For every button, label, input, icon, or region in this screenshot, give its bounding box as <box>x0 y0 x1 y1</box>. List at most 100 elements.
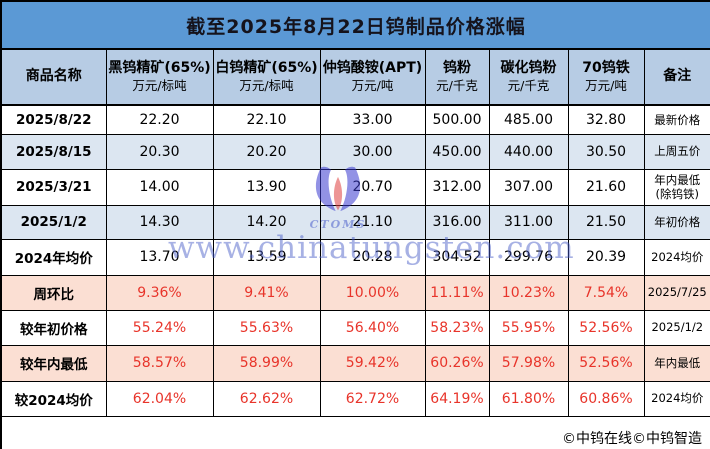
value-cell: 299.76 <box>488 238 569 276</box>
value-cell: 62.04% <box>105 380 214 417</box>
note-cell: 2024均价 <box>643 380 710 417</box>
table-row: 较年内最低 58.57% 58.99% 59.42% 60.26% 57.98%… <box>0 344 710 382</box>
value-cell: 316.00 <box>424 204 490 240</box>
copyright-text: ©中钨在线©中钨智造 <box>562 430 703 447</box>
table-row: 2025/1/2 14.30 14.20 21.10 316.00 311.00… <box>0 204 710 240</box>
value-cell: 30.00 <box>319 133 426 170</box>
note-cell: 年初价格 <box>643 204 710 240</box>
col-header-remark: 备注 <box>643 48 710 106</box>
note-cell: 最新价格 <box>643 104 710 135</box>
value-cell: 52.56% <box>567 344 645 382</box>
value-cell: 20.28 <box>319 238 426 276</box>
value-cell: 60.26% <box>424 344 490 382</box>
table-title: 截至2025年8月22日钨制品价格涨幅 <box>1 1 710 50</box>
value-cell: 58.23% <box>424 309 490 346</box>
value-cell: 500.00 <box>424 104 490 135</box>
note-cell: 年内最低 (除钨铁) <box>643 168 710 206</box>
copyright-cell: ©中钨在线©中钨智造 <box>1 415 710 449</box>
title-row: 截至2025年8月22日钨制品价格涨幅 <box>1 1 710 50</box>
note-cell: 2025/1/2 <box>643 309 710 346</box>
note-cell: 2024均价 <box>643 238 710 276</box>
value-cell: 21.50 <box>567 204 645 240</box>
value-cell: 56.40% <box>319 309 426 346</box>
value-cell: 32.80 <box>567 104 645 135</box>
row-label: 较2024均价 <box>0 380 107 417</box>
value-cell: 61.80% <box>488 380 569 417</box>
row-label: 2025/1/2 <box>0 204 107 240</box>
note-cell: 2025/7/25 <box>643 274 710 311</box>
row-label: 2025/8/15 <box>0 133 107 170</box>
value-cell: 11.11% <box>424 274 490 311</box>
row-label: 2025/3/21 <box>0 168 107 206</box>
footer-row: ©中钨在线©中钨智造 <box>1 415 710 449</box>
value-cell: 21.10 <box>319 204 426 240</box>
value-cell: 10.00% <box>319 274 426 311</box>
row-label: 2025/8/22 <box>0 104 107 135</box>
value-cell: 13.59 <box>212 238 321 276</box>
value-cell: 21.60 <box>567 168 645 206</box>
col-header-label: 商品名称 <box>25 68 82 85</box>
col-header-unit: 万元/吨 <box>585 77 627 93</box>
table-row: 2025/8/22 22.20 22.10 33.00 500.00 485.0… <box>0 104 710 135</box>
col-header-label: 钨粉 <box>443 60 471 77</box>
value-cell: 450.00 <box>424 133 490 170</box>
col-header-label: 仲钨酸铵(APT) <box>322 60 423 77</box>
value-cell: 59.42% <box>319 344 426 382</box>
header-row: 商品名称 黑钨精矿(65%) 万元/标吨 白钨精矿(65%) 万元/标吨 仲钨酸… <box>0 48 710 106</box>
row-label: 较年内最低 <box>0 344 107 382</box>
col-header-tungsten-carbide: 碳化钨粉 元/千克 <box>488 48 569 106</box>
value-cell: 485.00 <box>488 104 569 135</box>
table-row: 2025/8/15 20.30 20.20 30.00 450.00 440.0… <box>0 133 710 170</box>
col-header-black-tungsten: 黑钨精矿(65%) 万元/标吨 <box>105 48 214 106</box>
value-cell: 13.70 <box>105 238 214 276</box>
value-cell: 20.70 <box>319 168 426 206</box>
value-cell: 55.95% <box>488 309 569 346</box>
col-header-white-tungsten: 白钨精矿(65%) 万元/标吨 <box>212 48 321 106</box>
col-header-unit: 万元/吨 <box>351 77 394 93</box>
value-cell: 62.62% <box>212 380 321 417</box>
note-cell: 上周五价 <box>643 133 710 170</box>
value-cell: 58.57% <box>105 344 214 382</box>
row-label: 周环比 <box>0 274 107 311</box>
value-cell: 64.19% <box>424 380 490 417</box>
col-header-tungsten-powder: 钨粉 元/千克 <box>424 48 490 106</box>
value-cell: 55.24% <box>105 309 214 346</box>
value-cell: 33.00 <box>319 104 426 135</box>
value-cell: 9.36% <box>105 274 214 311</box>
value-cell: 9.41% <box>212 274 321 311</box>
value-cell: 7.54% <box>567 274 645 311</box>
value-cell: 13.90 <box>212 168 321 206</box>
table-row: 2025/3/21 14.00 13.90 20.70 312.00 307.0… <box>0 168 710 206</box>
value-cell: 14.00 <box>105 168 214 206</box>
value-cell: 20.20 <box>212 133 321 170</box>
col-header-unit: 元/千克 <box>436 77 478 93</box>
col-header-ferro-tungsten: 70钨铁 万元/吨 <box>567 48 645 106</box>
note-cell: 年内最低 <box>643 344 710 382</box>
value-cell: 14.30 <box>105 204 214 240</box>
value-cell: 58.99% <box>212 344 321 382</box>
col-header-unit: 万元/标吨 <box>239 77 294 93</box>
value-cell: 22.20 <box>105 104 214 135</box>
value-cell: 22.10 <box>212 104 321 135</box>
table-row: 较2024均价 62.04% 62.62% 62.72% 64.19% 61.8… <box>0 380 710 417</box>
value-cell: 311.00 <box>488 204 569 240</box>
value-cell: 55.63% <box>212 309 321 346</box>
col-header-label: 白钨精矿(65%) <box>215 60 318 77</box>
col-header-label: 备注 <box>663 68 692 85</box>
value-cell: 62.72% <box>319 380 426 417</box>
value-cell: 10.23% <box>488 274 569 311</box>
col-header-label: 黑钨精矿(65%) <box>108 60 211 77</box>
row-label: 2024年均价 <box>0 238 107 276</box>
value-cell: 440.00 <box>488 133 569 170</box>
col-header-label: 70钨铁 <box>582 60 630 77</box>
value-cell: 20.30 <box>105 133 214 170</box>
col-header-unit: 元/千克 <box>507 77 550 93</box>
value-cell: 304.52 <box>424 238 490 276</box>
row-label: 较年初价格 <box>0 309 107 346</box>
value-cell: 57.98% <box>488 344 569 382</box>
table-row: 较年初价格 55.24% 55.63% 56.40% 58.23% 55.95%… <box>0 309 710 346</box>
value-cell: 30.50 <box>567 133 645 170</box>
col-header-label: 碳化钨粉 <box>500 60 557 77</box>
